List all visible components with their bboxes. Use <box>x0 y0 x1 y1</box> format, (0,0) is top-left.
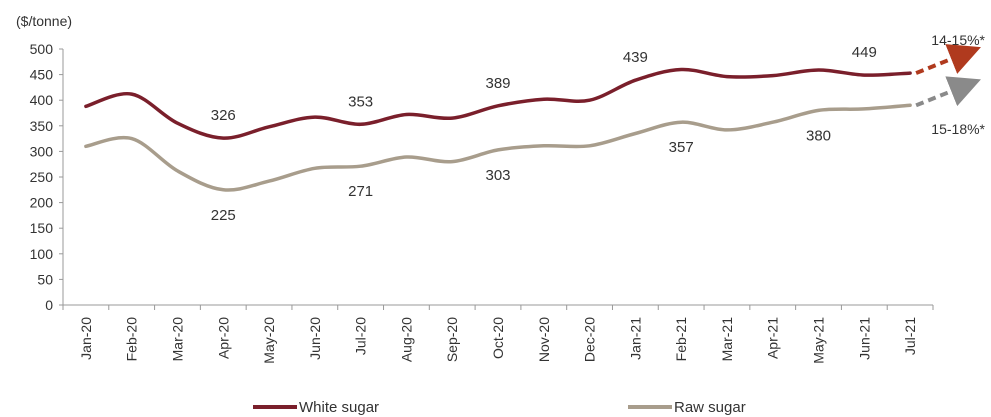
legend-label: White sugar <box>299 399 379 416</box>
x-tick-label: Jan-20 <box>78 317 94 360</box>
y-tick-label: 100 <box>30 246 54 262</box>
x-tick-label: Feb-20 <box>124 317 140 362</box>
projection-arrow <box>915 76 981 108</box>
x-tick-label: Mar-20 <box>169 317 185 362</box>
raw-sugar-data-label: 357 <box>669 139 694 156</box>
x-axis: Jan-20 Feb-20 Mar-20 Apr-20 May-20 Jun-20 Jul-… <box>62 304 934 364</box>
x-tick-label: Jul-21 <box>902 317 918 355</box>
x-tick-label: Nov-20 <box>536 317 552 362</box>
legend-label: Raw sugar <box>674 399 746 416</box>
projection-label: 15-18%* <box>931 121 985 137</box>
y-tick-label: 0 <box>45 297 53 313</box>
x-tick-label: May-20 <box>261 317 277 364</box>
projection-label: 14-15%* <box>931 32 985 48</box>
y-tick-label: 200 <box>30 195 54 211</box>
white-sugar-data-label: 326 <box>211 107 236 124</box>
raw-sugar-data-label: 303 <box>485 167 510 184</box>
y-tick-label: 350 <box>30 118 54 134</box>
raw-sugar-data-label: 271 <box>348 183 373 200</box>
y-tick-label: 400 <box>30 92 54 108</box>
white-sugar-data-label: 389 <box>485 75 510 92</box>
series-layer <box>84 67 912 192</box>
white-sugar-line <box>84 67 912 140</box>
white-sugar-data-label: 353 <box>348 93 373 110</box>
raw-sugar-line <box>84 103 912 192</box>
data-labels: 326 353 389 439 449 225 271 303 357 380 <box>211 44 877 224</box>
x-tick-label: Dec-20 <box>582 317 598 362</box>
x-tick-label: Mar-21 <box>719 317 735 362</box>
x-tick-label: Jun-20 <box>307 317 323 360</box>
x-tick-label: Jul-20 <box>353 317 369 355</box>
raw-sugar-data-label: 380 <box>806 127 831 144</box>
x-tick-label: May-21 <box>811 317 827 364</box>
x-tick-label: Jan-21 <box>627 317 643 360</box>
y-tick-label: 150 <box>30 220 54 236</box>
x-tick-label: Apr-21 <box>765 317 781 359</box>
y-axis: 0 50 100 150 200 250 300 350 400 450 500 <box>30 41 64 313</box>
projection-arrow <box>915 44 981 75</box>
x-tick-label: Feb-21 <box>673 317 689 362</box>
y-tick-label: 450 <box>30 67 54 83</box>
y-tick-label: 250 <box>30 169 54 185</box>
y-tick-label: 500 <box>30 41 54 57</box>
projections: 14-15%* 15-18%* <box>915 32 986 137</box>
x-tick-label: Aug-20 <box>398 317 414 362</box>
y-tick-label: 50 <box>37 271 53 287</box>
raw-sugar-data-label: 225 <box>211 207 236 224</box>
x-tick-label: Jun-21 <box>856 317 872 360</box>
x-tick-label: Sep-20 <box>444 317 460 362</box>
x-tick-label: Oct-20 <box>490 317 506 359</box>
legend: White sugar Raw sugar <box>253 399 746 416</box>
white-sugar-data-label: 449 <box>852 44 877 61</box>
unit-label: ($/tonne) <box>16 13 72 29</box>
x-tick-label: Apr-20 <box>215 317 231 359</box>
white-sugar-data-label: 439 <box>623 49 648 66</box>
y-tick-label: 300 <box>30 143 54 159</box>
